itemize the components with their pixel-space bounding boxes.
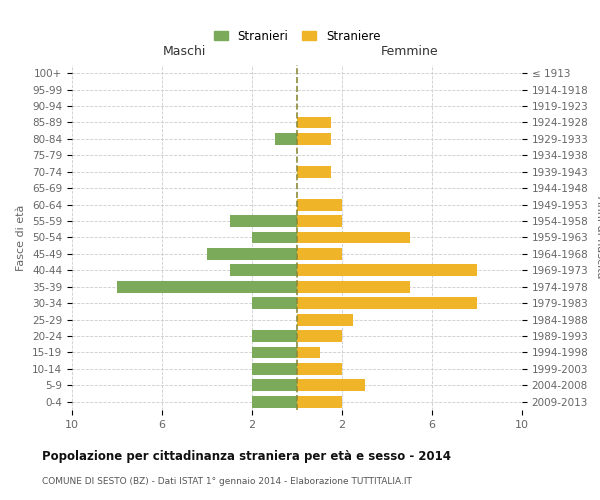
Bar [297, 232, 409, 243]
Bar [297, 330, 342, 342]
Bar [229, 215, 297, 227]
Bar [252, 396, 297, 407]
Text: Femmine: Femmine [380, 46, 439, 59]
Bar [297, 396, 342, 407]
Bar [297, 215, 342, 227]
Text: Maschi: Maschi [163, 46, 206, 59]
Bar [275, 133, 297, 145]
Bar [297, 198, 342, 210]
Bar [297, 314, 353, 326]
Bar [297, 116, 331, 128]
Legend: Stranieri, Straniere: Stranieri, Straniere [210, 26, 384, 46]
Bar [297, 166, 331, 177]
Bar [252, 363, 297, 375]
Bar [252, 380, 297, 392]
Y-axis label: Fasce di età: Fasce di età [16, 204, 26, 270]
Bar [252, 330, 297, 342]
Bar [297, 281, 409, 292]
Bar [297, 298, 477, 309]
Bar [117, 281, 297, 292]
Bar [207, 248, 297, 260]
Bar [297, 133, 331, 145]
Bar [252, 298, 297, 309]
Bar [252, 232, 297, 243]
Bar [297, 264, 477, 276]
Bar [297, 248, 342, 260]
Bar [252, 346, 297, 358]
Bar [297, 363, 342, 375]
Text: Popolazione per cittadinanza straniera per età e sesso - 2014: Popolazione per cittadinanza straniera p… [42, 450, 451, 463]
Y-axis label: Anni di nascita: Anni di nascita [595, 196, 600, 279]
Text: COMUNE DI SESTO (BZ) - Dati ISTAT 1° gennaio 2014 - Elaborazione TUTTITALIA.IT: COMUNE DI SESTO (BZ) - Dati ISTAT 1° gen… [42, 478, 412, 486]
Bar [297, 380, 365, 392]
Bar [229, 264, 297, 276]
Bar [297, 346, 320, 358]
